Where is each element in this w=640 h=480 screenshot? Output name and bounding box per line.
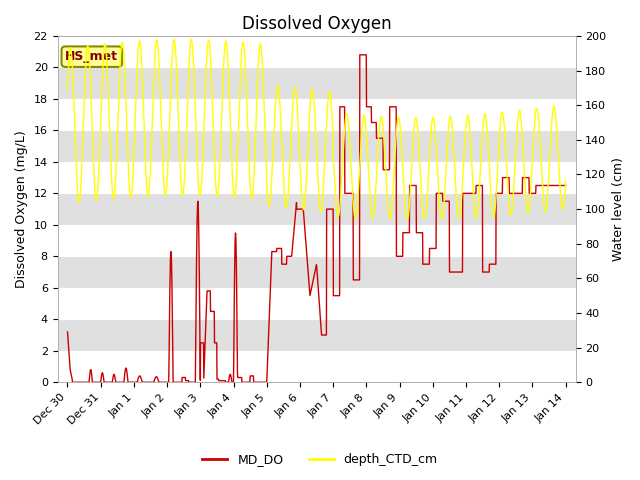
Bar bbox=[58, 319, 575, 351]
Bar bbox=[58, 351, 575, 382]
Title: Dissolved Oxygen: Dissolved Oxygen bbox=[242, 15, 392, 33]
Bar bbox=[58, 256, 575, 288]
Bar bbox=[58, 162, 575, 193]
Bar bbox=[58, 131, 575, 162]
Bar bbox=[58, 67, 575, 99]
Bar bbox=[58, 36, 575, 67]
Legend: MD_DO, depth_CTD_cm: MD_DO, depth_CTD_cm bbox=[197, 448, 443, 471]
Bar bbox=[58, 225, 575, 256]
Bar bbox=[58, 99, 575, 131]
Text: HS_met: HS_met bbox=[65, 50, 118, 63]
Y-axis label: Water level (cm): Water level (cm) bbox=[612, 157, 625, 261]
Bar bbox=[58, 288, 575, 319]
Bar bbox=[58, 193, 575, 225]
Y-axis label: Dissolved Oxygen (mg/L): Dissolved Oxygen (mg/L) bbox=[15, 130, 28, 288]
